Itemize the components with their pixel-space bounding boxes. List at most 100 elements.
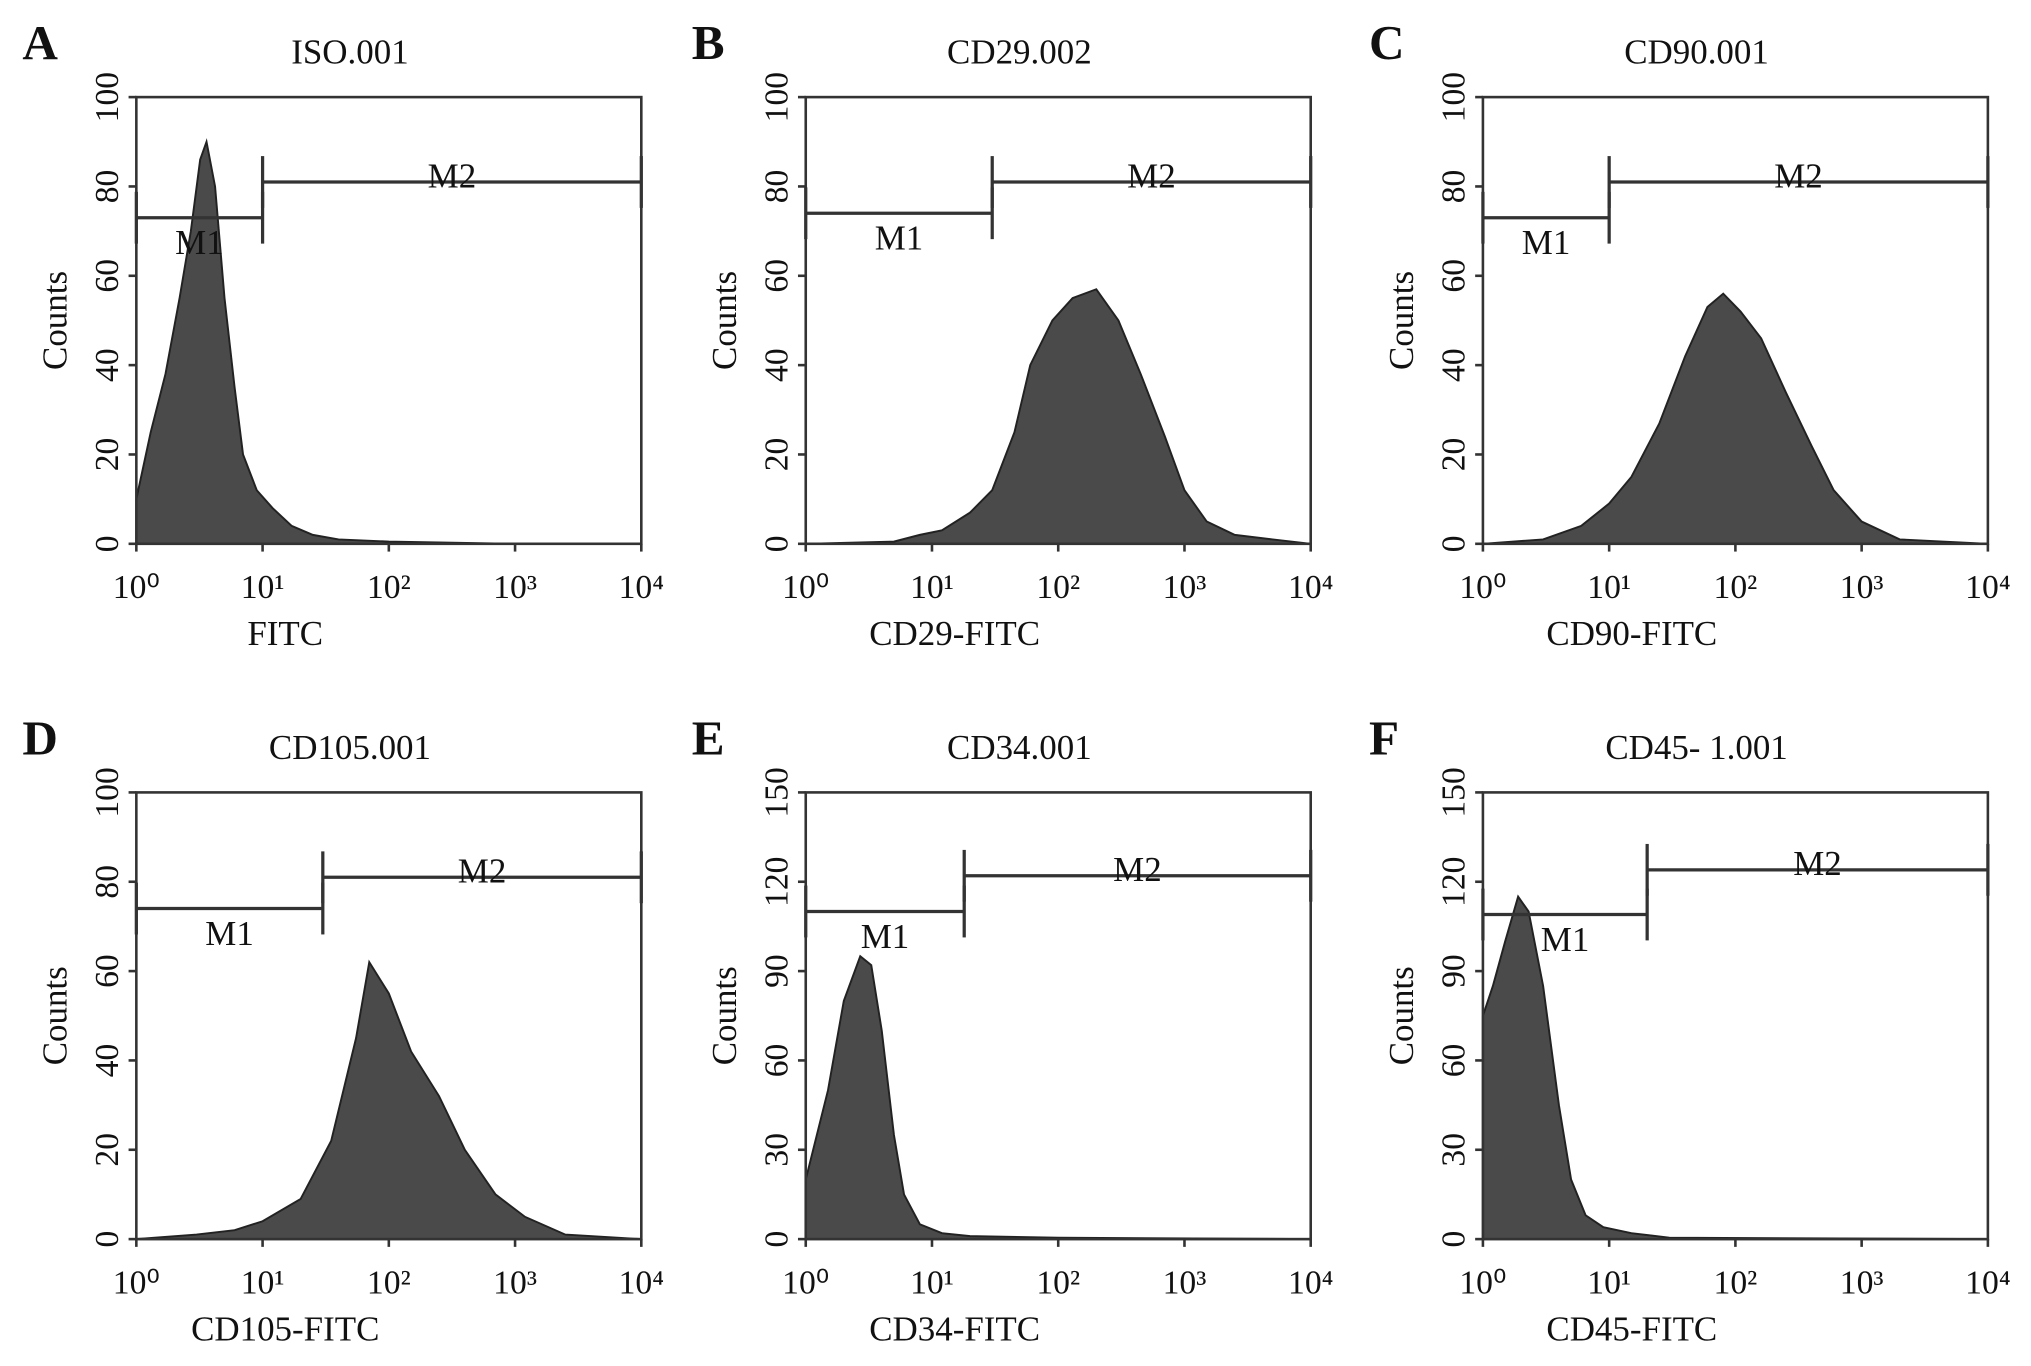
x-tick-label: 10² [1714, 569, 1758, 606]
y-tick-label: 100 [759, 72, 796, 122]
x-tick-label: 10¹ [241, 1264, 285, 1301]
x-tick-label: 10⁰ [782, 1264, 829, 1301]
x-axis-label: CD34-FITC [869, 1309, 1040, 1348]
gate-label: M1 [175, 223, 224, 262]
y-tick-label: 120 [759, 857, 796, 907]
y-tick-label: 0 [1436, 1231, 1473, 1248]
x-axis-label: CD29-FITC [869, 614, 1040, 653]
y-tick-label: 90 [1436, 954, 1473, 988]
x-tick-label: 10⁰ [113, 1264, 160, 1301]
x-tick-label: 10³ [493, 1264, 537, 1301]
y-tick-label: 150 [759, 767, 796, 817]
gate-label: M1 [861, 917, 910, 956]
y-tick-label: 0 [759, 535, 796, 552]
x-axis-label: CD105-FITC [191, 1309, 379, 1348]
y-tick-label: 0 [89, 1231, 126, 1248]
y-tick-label: 40 [759, 348, 796, 382]
panel-title: CD29.002 [947, 33, 1092, 72]
gate-label: M2 [1127, 156, 1176, 195]
panel-letter: A [22, 15, 58, 70]
gate-label: M1 [875, 219, 924, 258]
y-axis-label: Counts [1382, 966, 1421, 1065]
panel-title: CD45- 1.001 [1605, 728, 1787, 767]
y-tick-label: 30 [1436, 1133, 1473, 1167]
y-axis-label: Counts [705, 966, 744, 1065]
x-tick-label: 10⁰ [782, 569, 829, 606]
x-tick-label: 10² [1714, 1264, 1758, 1301]
gate-label: M1 [1522, 223, 1571, 262]
y-tick-label: 60 [759, 1044, 796, 1078]
x-tick-label: 10⁴ [1965, 1264, 2010, 1301]
panel-title: CD90.001 [1624, 33, 1769, 72]
panel-letter: D [22, 711, 58, 766]
y-tick-label: 60 [1436, 1044, 1473, 1078]
y-axis-label: Counts [1382, 271, 1421, 370]
panel-title: CD105.001 [269, 728, 431, 767]
y-tick-label: 20 [89, 1133, 126, 1167]
x-tick-label: 10⁴ [619, 1264, 664, 1301]
y-tick-label: 60 [759, 259, 796, 293]
plot-frame [804, 791, 1313, 1241]
y-tick-label: 60 [1436, 259, 1473, 293]
y-tick-label: 80 [1436, 170, 1473, 204]
x-tick-label: 10⁰ [113, 569, 160, 606]
y-tick-label: 80 [759, 170, 796, 204]
x-tick-label: 10² [1036, 1264, 1080, 1301]
plot-frame [135, 791, 643, 1241]
gate-label: M1 [205, 914, 254, 953]
x-tick-label: 10³ [1840, 569, 1884, 606]
y-tick-label: 40 [89, 1044, 126, 1078]
y-tick-label: 40 [1436, 348, 1473, 382]
gate-label: M2 [1774, 156, 1823, 195]
y-axis-label: Counts [36, 966, 75, 1065]
y-tick-label: 60 [89, 259, 126, 293]
gate-label: M1 [1541, 920, 1590, 959]
y-tick-label: 0 [1436, 535, 1473, 552]
y-tick-label: 120 [1436, 857, 1473, 907]
y-tick-label: 40 [89, 348, 126, 382]
x-tick-label: 10⁰ [1459, 569, 1506, 606]
y-tick-label: 30 [759, 1133, 796, 1167]
gate-label: M2 [458, 852, 507, 891]
x-tick-label: 10³ [493, 569, 537, 606]
y-tick-label: 100 [1436, 72, 1473, 122]
panel-title: ISO.001 [291, 33, 408, 72]
histogram-area [1482, 292, 1988, 545]
y-tick-label: 20 [759, 438, 796, 472]
x-tick-label: 10¹ [1587, 1264, 1631, 1301]
panel-letter: B [692, 15, 725, 70]
histogram-area [135, 138, 642, 545]
x-tick-label: 10⁴ [1288, 569, 1333, 606]
y-tick-label: 20 [1436, 438, 1473, 472]
y-axis-label: Counts [705, 271, 744, 370]
panel-letter: E [692, 711, 725, 766]
x-tick-label: 10² [367, 569, 411, 606]
gate-label: M2 [428, 156, 477, 195]
y-tick-label: 150 [1436, 767, 1473, 817]
x-tick-label: 10⁰ [1459, 1264, 1506, 1301]
panel-letter: C [1369, 15, 1405, 70]
histogram-area [805, 288, 1311, 545]
x-tick-label: 10⁴ [1288, 1264, 1333, 1301]
x-tick-label: 10³ [1163, 569, 1207, 606]
panel-letter: F [1369, 711, 1399, 766]
gate-label: M2 [1793, 844, 1842, 883]
x-axis-label: FITC [247, 614, 323, 653]
x-tick-label: 10¹ [241, 569, 285, 606]
plot-frame [1481, 791, 1990, 1241]
y-tick-label: 0 [759, 1231, 796, 1248]
x-tick-label: 10³ [1840, 1264, 1884, 1301]
x-tick-label: 10⁴ [619, 569, 664, 606]
y-axis-label: Counts [36, 271, 75, 370]
y-tick-label: 0 [89, 535, 126, 552]
y-tick-label: 80 [89, 170, 126, 204]
y-tick-label: 90 [759, 954, 796, 988]
panel-title: CD34.001 [947, 728, 1092, 767]
x-tick-label: 10³ [1163, 1264, 1207, 1301]
gate-label: M2 [1113, 850, 1162, 889]
histogram-area [804, 954, 1311, 1241]
x-tick-label: 10¹ [1587, 569, 1631, 606]
x-tick-label: 10¹ [910, 569, 954, 606]
